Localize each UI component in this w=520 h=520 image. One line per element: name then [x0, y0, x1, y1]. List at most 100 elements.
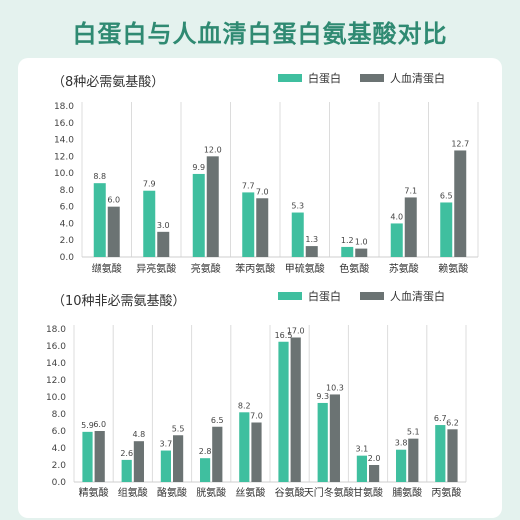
chart-title: （10种非必需氨基酸）	[52, 294, 186, 309]
bar	[396, 449, 407, 482]
bar-value-label: 6.7	[434, 414, 447, 423]
x-category-label: 胱氨酸	[196, 486, 226, 499]
y-tick-label: 10.0	[46, 393, 66, 403]
x-category-label: 甘氨酸	[353, 486, 383, 499]
bar-value-label: 6.5	[211, 416, 224, 425]
y-tick-label: 8.0	[60, 186, 75, 196]
bar	[94, 431, 105, 482]
x-category-label: 酪氨酸	[157, 486, 187, 499]
y-tick-label: 0.0	[52, 478, 67, 488]
bar-value-label: 5.5	[172, 424, 185, 433]
bar-value-label: 7.1	[404, 186, 417, 195]
y-tick-label: 16.0	[46, 342, 66, 352]
bar	[356, 455, 367, 482]
x-category-label: 天门冬氨酸	[304, 486, 354, 499]
bar-value-label: 8.2	[238, 401, 251, 410]
bar	[200, 458, 211, 482]
bar	[107, 206, 120, 257]
x-category-label: 缬氨酸	[92, 262, 122, 275]
x-category-label: 甲硫氨酸	[285, 262, 325, 275]
legend-swatch	[360, 74, 384, 82]
bar	[239, 412, 250, 482]
bar	[121, 459, 132, 482]
bar	[329, 394, 340, 482]
bar-value-label: 4.0	[390, 212, 403, 221]
bar-value-label: 2.0	[368, 454, 381, 463]
x-category-label: 苏氨酸	[389, 262, 419, 275]
bar	[305, 246, 318, 257]
bar-value-label: 5.3	[291, 202, 304, 211]
bar	[291, 212, 304, 257]
bar-value-label: 5.1	[407, 428, 420, 437]
x-category-label: 异亮氨酸	[136, 262, 176, 275]
bar-value-label: 8.8	[93, 172, 106, 181]
legend-swatch	[278, 292, 302, 300]
bar	[454, 150, 467, 257]
bar-value-label: 2.6	[120, 449, 133, 458]
bar	[192, 173, 205, 257]
bar-value-label: 1.3	[305, 235, 318, 244]
bar	[404, 197, 417, 257]
bar-value-label: 2.8	[199, 447, 212, 456]
legend-label: 白蛋白	[308, 289, 341, 303]
bar-value-label: 4.8	[133, 430, 146, 439]
bar-value-label: 6.5	[440, 191, 453, 200]
bar	[157, 231, 170, 257]
bar	[160, 450, 171, 482]
bar	[440, 202, 453, 257]
y-tick-label: 6.0	[60, 203, 75, 213]
bar-value-label: 12.0	[204, 145, 222, 154]
bar-value-label: 5.9	[81, 421, 94, 430]
bar	[408, 438, 419, 482]
bar-value-label: 17.0	[287, 327, 305, 336]
y-tick-label: 0.0	[60, 253, 75, 263]
bar-value-label: 3.8	[395, 439, 408, 448]
legend-swatch	[360, 292, 384, 300]
legend-label: 人血清蛋白	[390, 71, 445, 85]
chart-title: （8种必需氨基酸）	[52, 75, 164, 90]
legend-label: 人血清蛋白	[390, 289, 445, 303]
bar-value-label: 12.7	[451, 139, 469, 148]
bar	[290, 337, 301, 482]
bar	[355, 248, 368, 257]
bar	[212, 426, 223, 482]
bar-value-label: 7.7	[242, 181, 255, 190]
y-tick-label: 18.0	[46, 325, 66, 335]
y-tick-label: 14.0	[46, 359, 66, 369]
page-title: 白蛋白与人血清白蛋白氨基酸对比	[72, 20, 448, 48]
bar	[256, 198, 269, 257]
bar-value-label: 3.7	[160, 440, 173, 449]
bar	[206, 156, 219, 257]
y-tick-label: 8.0	[52, 410, 67, 420]
bar	[143, 190, 156, 257]
y-tick-label: 12.0	[46, 376, 66, 386]
x-category-label: 脯氨酸	[392, 486, 422, 499]
x-category-label: 组氨酸	[118, 486, 148, 499]
y-tick-label: 4.0	[52, 444, 67, 454]
bar-value-label: 7.0	[250, 412, 263, 421]
bar	[341, 246, 354, 257]
bar	[447, 429, 458, 482]
legend-swatch	[278, 74, 302, 82]
bar	[251, 422, 262, 482]
x-category-label: 谷氨酸	[275, 486, 305, 499]
x-category-label: 赖氨酸	[438, 262, 468, 275]
bar-value-label: 3.0	[157, 221, 170, 230]
bar-value-label: 7.0	[256, 187, 269, 196]
y-tick-label: 4.0	[60, 219, 75, 229]
y-tick-label: 10.0	[54, 169, 74, 179]
bar	[390, 223, 403, 257]
bar	[317, 402, 328, 482]
bar	[435, 425, 446, 482]
bar-value-label: 7.9	[143, 180, 156, 189]
bar-value-label: 3.1	[356, 445, 369, 454]
y-tick-label: 16.0	[54, 119, 74, 129]
bar-value-label: 1.2	[341, 236, 354, 245]
bar-value-label: 1.0	[355, 238, 368, 247]
y-tick-label: 2.0	[60, 236, 75, 246]
x-category-label: 丝氨酸	[235, 486, 265, 499]
bar	[278, 341, 289, 482]
x-category-label: 精氨酸	[79, 486, 109, 499]
x-category-label: 丙氨酸	[431, 486, 461, 499]
